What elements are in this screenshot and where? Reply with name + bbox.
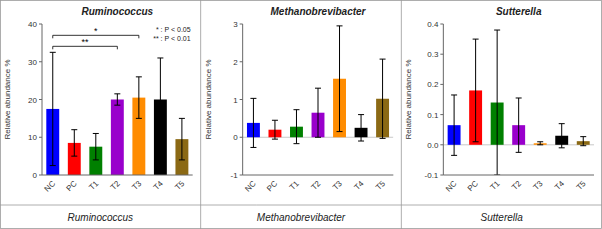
y-tick-label: -0.1 bbox=[425, 171, 439, 180]
y-tick-label: 0.4 bbox=[427, 20, 439, 29]
significance-key: ** : P < 0.01 bbox=[153, 35, 191, 42]
y-tick-label: 0.2 bbox=[427, 80, 439, 89]
x-axis bbox=[443, 175, 594, 176]
error-bar bbox=[358, 115, 364, 141]
y-tick-label: 2 bbox=[233, 58, 238, 67]
y-tick-label: 0 bbox=[33, 171, 38, 180]
x-tick-label: NC bbox=[444, 179, 459, 194]
x-tick-label: NC bbox=[43, 179, 58, 194]
y-tick-label: 20 bbox=[28, 96, 37, 105]
y-tick-label: 0.3 bbox=[427, 50, 439, 59]
error-bar bbox=[71, 130, 77, 156]
error-bar bbox=[473, 39, 479, 142]
caption-separator bbox=[0, 205, 602, 206]
significance-label: ** bbox=[82, 37, 90, 47]
panel: Methanobrevibacter -1 0 1 2 3 Relative abundan… bbox=[204, 6, 394, 223]
panel-separator bbox=[401, 0, 402, 229]
title: Methanobrevibacter bbox=[270, 6, 366, 17]
error-bar bbox=[114, 94, 120, 105]
x-tick-label: T4 bbox=[352, 179, 365, 192]
panel: Ruminococcus 0 10 20 30 40 Relative abundance … bbox=[3, 6, 193, 223]
x-tick-label: PC bbox=[64, 179, 78, 193]
x-tick-label: T1 bbox=[87, 179, 100, 192]
x-axis bbox=[42, 175, 193, 176]
error-bar bbox=[179, 118, 185, 160]
panel: Sutterella -0.1 0.0 0.1 0.2 0.3 0.4 Relative ab… bbox=[404, 6, 594, 223]
x-tick-label: T2 bbox=[309, 179, 322, 192]
error-bar bbox=[580, 137, 586, 146]
y-axis-label: Relative abundance % bbox=[404, 59, 413, 139]
bar bbox=[111, 100, 124, 176]
y-tick-label: 30 bbox=[28, 58, 37, 67]
y-axis-label: Relative abundance % bbox=[204, 59, 213, 139]
error-bar bbox=[315, 88, 321, 137]
figure: Ruminococcus010203040Relative abundance … bbox=[0, 0, 602, 229]
x-tick-label: T2 bbox=[109, 179, 122, 192]
panel-separator bbox=[200, 0, 201, 229]
x-tick-label: T4 bbox=[553, 179, 566, 192]
x-tick-label: PC bbox=[466, 179, 480, 193]
y-tick-label: 3 bbox=[233, 20, 238, 29]
y-tick-label: 0.0 bbox=[427, 141, 439, 150]
caption: Methanobrevibacter bbox=[257, 212, 346, 223]
error-bar bbox=[50, 52, 56, 165]
significance-key: * : P < 0.05 bbox=[156, 26, 191, 33]
x-tick-label: T5 bbox=[173, 179, 186, 192]
x-tick-label: T1 bbox=[288, 179, 301, 192]
error-bar bbox=[559, 124, 565, 148]
x-tick-label: T1 bbox=[489, 179, 502, 192]
marks bbox=[243, 26, 394, 148]
y-axis bbox=[42, 24, 43, 175]
error-bar bbox=[451, 95, 457, 155]
error-bar bbox=[272, 120, 278, 139]
x-tick-label: PC bbox=[265, 179, 279, 193]
border bbox=[1, 1, 602, 229]
error-bar bbox=[337, 26, 343, 132]
marks bbox=[46, 52, 188, 175]
error-bar bbox=[293, 110, 299, 144]
marks bbox=[443, 30, 594, 175]
x-tick-label: T5 bbox=[374, 179, 387, 192]
error-bar bbox=[537, 142, 543, 145]
error-bar bbox=[516, 98, 522, 152]
y-axis bbox=[242, 24, 243, 175]
y-tick-label: 40 bbox=[28, 20, 37, 29]
x-tick-label: T4 bbox=[152, 179, 165, 192]
y-axis-label: Relative abundance % bbox=[3, 59, 12, 139]
error-bar bbox=[93, 133, 99, 159]
x-tick-label: T2 bbox=[510, 179, 523, 192]
y-tick-label: 0.1 bbox=[427, 111, 439, 120]
x-tick-label: T3 bbox=[130, 179, 143, 192]
caption: Sutterella bbox=[481, 212, 524, 223]
y-tick-label: 1 bbox=[233, 96, 238, 105]
x-tick-label: T3 bbox=[532, 179, 545, 192]
y-tick-label: -1 bbox=[231, 171, 239, 180]
x-tick-label: T5 bbox=[575, 179, 588, 192]
y-tick-label: 0 bbox=[233, 133, 238, 142]
error-bar bbox=[157, 58, 163, 141]
x-tick-label: NC bbox=[243, 179, 258, 194]
x-axis bbox=[243, 175, 394, 176]
significance-label: * bbox=[94, 26, 98, 36]
y-axis bbox=[443, 24, 444, 175]
title: Ruminococcus bbox=[81, 6, 153, 17]
error-bar bbox=[250, 98, 256, 147]
error-bar bbox=[494, 30, 500, 175]
error-bar bbox=[380, 59, 386, 138]
x-tick-label: T3 bbox=[331, 179, 344, 192]
y-tick-label: 10 bbox=[28, 133, 37, 142]
error-bar bbox=[136, 77, 142, 119]
title: Sutterella bbox=[496, 6, 542, 17]
caption: Ruminococcus bbox=[68, 212, 134, 223]
